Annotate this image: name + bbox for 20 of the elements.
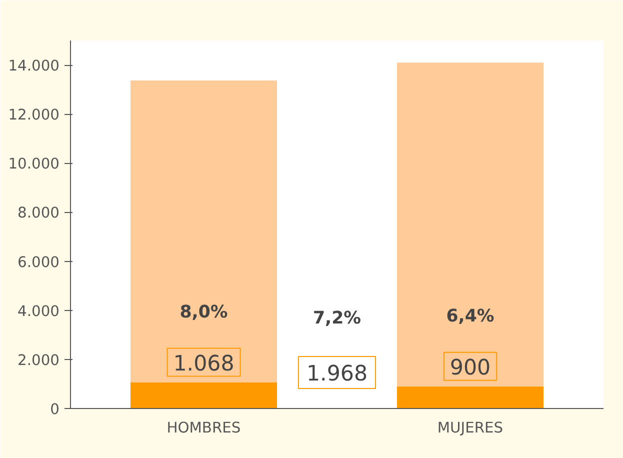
y-tick-label: 4.000 [18,302,60,320]
y-tick-label: 12.000 [8,106,60,124]
bar [396,62,544,386]
y-tick-label: 6.000 [18,254,60,271]
data-label: 1.068 [173,351,234,376]
y-tick-label: 8.000 [18,204,60,222]
x-tick-label: MUJERES [437,420,504,436]
y-tick-label: 14.000 [8,58,60,75]
data-label: 900 [450,355,491,380]
bar [130,382,278,408]
x-tick-label: HOMBRES [166,420,241,436]
annotation: 1.968 [306,362,368,386]
bar [396,386,544,408]
y-tick-label: 10.000 [8,156,60,173]
bar [130,80,278,382]
annotation: 6,4% [446,306,494,326]
y-tick-label: 0 [50,401,60,418]
annotation: 8,0% [180,302,228,322]
y-tick-label: 2.000 [18,352,60,369]
annotation: 7,2% [312,308,362,328]
